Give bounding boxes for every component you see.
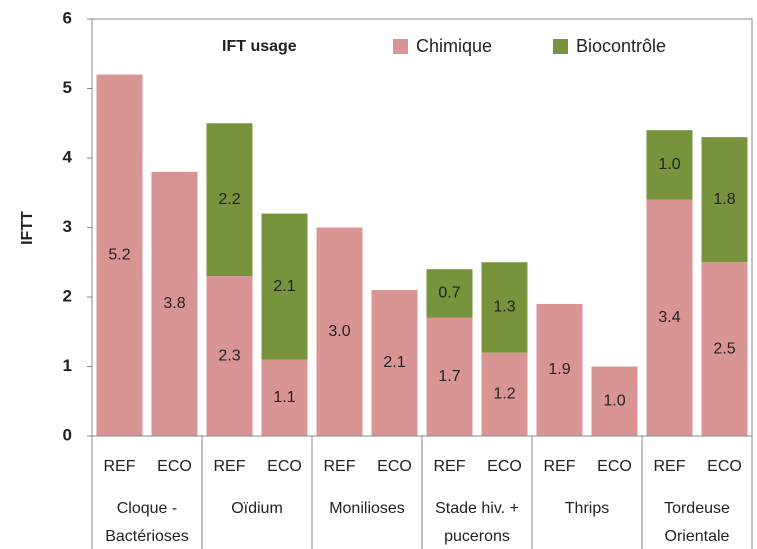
y-tick-label: 1 xyxy=(63,356,72,375)
group-label: Tordeuse xyxy=(664,500,730,517)
bar-segment xyxy=(701,137,748,263)
y-axis-label: IFTT xyxy=(19,211,36,245)
x-tick-label: REF xyxy=(104,458,136,475)
y-tick-label: 4 xyxy=(63,147,73,166)
x-tick-label: REF xyxy=(214,458,246,475)
value-label: 2.5 xyxy=(713,340,735,357)
bar-segment xyxy=(701,262,748,436)
group-label: pucerons xyxy=(444,528,510,545)
value-label: 5.2 xyxy=(108,247,130,264)
value-label: 1.9 xyxy=(548,361,570,378)
legend-label: Biocontrôle xyxy=(576,36,666,56)
legend-swatch xyxy=(393,39,408,54)
bar-segment xyxy=(96,74,143,436)
value-label: 1.3 xyxy=(493,299,515,316)
x-tick-label: ECO xyxy=(157,458,192,475)
bar-segment xyxy=(261,213,308,360)
x-tick-label: REF xyxy=(544,458,576,475)
bar-segment xyxy=(536,303,583,436)
bar-segment xyxy=(646,199,693,436)
y-tick-label: 5 xyxy=(63,78,72,97)
value-label: 1.0 xyxy=(658,156,680,173)
y-tick-label: 2 xyxy=(63,286,72,305)
value-label: 2.3 xyxy=(218,347,240,364)
bar-segment xyxy=(591,366,638,436)
value-label: 3.4 xyxy=(658,309,680,326)
value-label: 3.0 xyxy=(328,323,350,340)
value-label: 1.7 xyxy=(438,368,460,385)
value-label: 1.1 xyxy=(273,389,295,406)
x-tick-label: REF xyxy=(654,458,686,475)
value-label: 2.2 xyxy=(218,191,240,208)
group-label: Monilioses xyxy=(329,500,405,517)
legend-label: Chimique xyxy=(416,36,492,56)
value-label: 3.8 xyxy=(163,295,185,312)
group-label: Stade hiv. + xyxy=(435,500,519,517)
bar-segment xyxy=(426,269,473,318)
x-tick-label: ECO xyxy=(267,458,302,475)
x-tick-label: REF xyxy=(434,458,466,475)
y-tick-label: 3 xyxy=(63,217,72,236)
group-label: Orientale xyxy=(665,528,730,545)
x-tick-label: ECO xyxy=(377,458,412,475)
bar-segment xyxy=(206,123,253,277)
bar-segment xyxy=(206,276,253,436)
bar-segment xyxy=(646,130,693,200)
group-label: Bactérioses xyxy=(105,528,189,545)
value-label: 1.2 xyxy=(493,386,515,403)
group-label: Thrips xyxy=(565,500,609,517)
x-tick-label: REF xyxy=(324,458,356,475)
bar-segment xyxy=(426,317,473,436)
group-label: Cloque - xyxy=(117,500,177,517)
y-tick-label: 0 xyxy=(63,425,72,444)
bar-segment xyxy=(316,227,363,436)
value-label: 2.1 xyxy=(383,354,405,371)
value-label: 2.1 xyxy=(273,278,295,295)
bar-segment xyxy=(371,290,418,436)
bar-segment xyxy=(481,352,528,436)
bar-segment xyxy=(261,359,308,436)
value-label: 1.0 xyxy=(603,392,625,409)
x-tick-label: ECO xyxy=(707,458,742,475)
group-label: Oïdium xyxy=(231,500,283,517)
x-tick-label: ECO xyxy=(597,458,632,475)
bar-segment xyxy=(151,171,198,436)
legend-swatch xyxy=(553,39,568,54)
value-label: 0.7 xyxy=(438,285,460,302)
value-label: 1.8 xyxy=(713,191,735,208)
legend-title: IFT usage xyxy=(222,38,297,55)
x-tick-label: ECO xyxy=(487,458,522,475)
bar-segment xyxy=(481,262,528,353)
y-tick-label: 6 xyxy=(63,8,72,27)
